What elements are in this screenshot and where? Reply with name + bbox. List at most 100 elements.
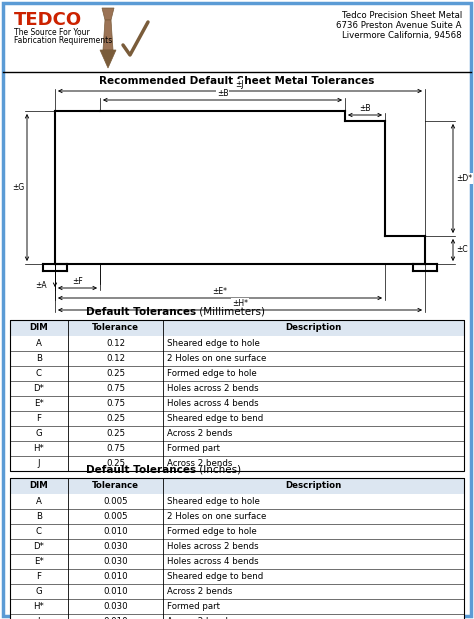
Text: A: A — [36, 497, 42, 506]
Text: J: J — [38, 459, 40, 468]
Text: 2 Holes on one surface: 2 Holes on one surface — [167, 512, 266, 521]
Text: Formed edge to hole: Formed edge to hole — [167, 527, 257, 536]
Text: 0.25: 0.25 — [106, 414, 125, 423]
Text: Formed part: Formed part — [167, 444, 220, 453]
Text: A: A — [36, 339, 42, 348]
Bar — [10, 456, 464, 471]
Bar — [10, 539, 464, 554]
Text: Across 2 bends: Across 2 bends — [167, 429, 232, 438]
Text: F: F — [36, 414, 42, 423]
Polygon shape — [103, 20, 113, 50]
Text: ±A: ±A — [36, 282, 47, 290]
Text: The Source For Your: The Source For Your — [14, 28, 90, 37]
Text: Holes across 4 bends: Holes across 4 bends — [167, 399, 259, 408]
Text: 0.75: 0.75 — [106, 384, 125, 393]
Text: ±H*: ±H* — [232, 299, 248, 308]
Text: Default Tolerances: Default Tolerances — [86, 307, 196, 317]
Text: 0.030: 0.030 — [103, 557, 128, 566]
Bar — [10, 396, 464, 411]
Text: 0.12: 0.12 — [106, 354, 125, 363]
Text: Fabrication Requirements: Fabrication Requirements — [14, 36, 112, 45]
Text: DIM: DIM — [29, 324, 48, 332]
Text: 0.010: 0.010 — [103, 572, 128, 581]
Bar — [10, 426, 464, 441]
Bar — [10, 320, 464, 336]
Text: G: G — [36, 587, 42, 596]
Polygon shape — [102, 8, 114, 20]
Text: 2 Holes on one surface: 2 Holes on one surface — [167, 354, 266, 363]
Polygon shape — [100, 50, 116, 68]
Text: B: B — [36, 354, 42, 363]
Text: F: F — [36, 572, 42, 581]
Text: Sheared edge to hole: Sheared edge to hole — [167, 339, 260, 348]
Text: Default Tolerances: Default Tolerances — [86, 465, 196, 475]
Text: Formed part: Formed part — [167, 602, 220, 611]
Text: Holes across 2 bends: Holes across 2 bends — [167, 542, 259, 551]
Text: ±F: ±F — [72, 277, 83, 286]
Text: 0.25: 0.25 — [106, 369, 125, 378]
Text: ±B: ±B — [217, 89, 228, 98]
Text: Formed edge to hole: Formed edge to hole — [167, 369, 257, 378]
Text: (Inches): (Inches) — [196, 465, 241, 475]
Text: D*: D* — [34, 542, 45, 551]
Bar — [10, 494, 464, 509]
Text: E*: E* — [34, 557, 44, 566]
Text: C: C — [36, 369, 42, 378]
Text: 0.005: 0.005 — [103, 512, 128, 521]
Text: DIM: DIM — [29, 482, 48, 490]
Bar — [10, 599, 464, 614]
Text: 0.010: 0.010 — [103, 587, 128, 596]
Text: ±B: ±B — [359, 104, 371, 113]
Text: J: J — [38, 617, 40, 619]
Text: Across 2 bends: Across 2 bends — [167, 617, 232, 619]
Text: Sheared edge to bend: Sheared edge to bend — [167, 414, 263, 423]
Text: Across 2 bends: Across 2 bends — [167, 459, 232, 468]
Bar — [10, 366, 464, 381]
Bar — [10, 614, 464, 619]
Text: Sheared edge to bend: Sheared edge to bend — [167, 572, 263, 581]
Text: 0.010: 0.010 — [103, 527, 128, 536]
Text: 0.75: 0.75 — [106, 444, 125, 453]
Bar — [10, 554, 464, 569]
Text: Livermore California, 94568: Livermore California, 94568 — [342, 31, 462, 40]
Bar — [10, 584, 464, 599]
Text: E*: E* — [34, 399, 44, 408]
Text: 0.005: 0.005 — [103, 497, 128, 506]
Bar — [10, 381, 464, 396]
Bar — [10, 351, 464, 366]
Text: Tolerance: Tolerance — [92, 482, 139, 490]
Bar — [10, 478, 464, 494]
Text: G: G — [36, 429, 42, 438]
Text: (Millimeters): (Millimeters) — [196, 307, 265, 317]
Text: 6736 Preston Avenue Suite A: 6736 Preston Avenue Suite A — [337, 21, 462, 30]
Text: ±C: ±C — [456, 246, 468, 254]
Bar — [10, 524, 464, 539]
Text: 0.030: 0.030 — [103, 542, 128, 551]
Bar — [10, 411, 464, 426]
Text: Holes across 2 bends: Holes across 2 bends — [167, 384, 259, 393]
Text: H*: H* — [34, 602, 45, 611]
Text: Tedco Precision Sheet Metal: Tedco Precision Sheet Metal — [342, 11, 462, 20]
Text: Sheared edge to hole: Sheared edge to hole — [167, 497, 260, 506]
Bar — [10, 569, 464, 584]
Text: D*: D* — [34, 384, 45, 393]
Text: Description: Description — [285, 324, 342, 332]
Bar — [10, 509, 464, 524]
Text: 0.12: 0.12 — [106, 339, 125, 348]
Bar — [10, 441, 464, 456]
Text: Tolerance: Tolerance — [92, 324, 139, 332]
Bar — [10, 320, 464, 471]
Text: 0.030: 0.030 — [103, 602, 128, 611]
Bar — [10, 336, 464, 351]
Text: Holes across 4 bends: Holes across 4 bends — [167, 557, 259, 566]
Text: B: B — [36, 512, 42, 521]
Text: TEDCO: TEDCO — [14, 11, 82, 29]
Text: Description: Description — [285, 482, 342, 490]
Text: Across 2 bends: Across 2 bends — [167, 587, 232, 596]
Text: 0.25: 0.25 — [106, 429, 125, 438]
Text: ±E*: ±E* — [212, 287, 228, 296]
Bar — [10, 478, 464, 619]
Text: ±D*: ±D* — [456, 174, 472, 183]
Text: 0.25: 0.25 — [106, 459, 125, 468]
Text: ±G: ±G — [12, 183, 24, 192]
